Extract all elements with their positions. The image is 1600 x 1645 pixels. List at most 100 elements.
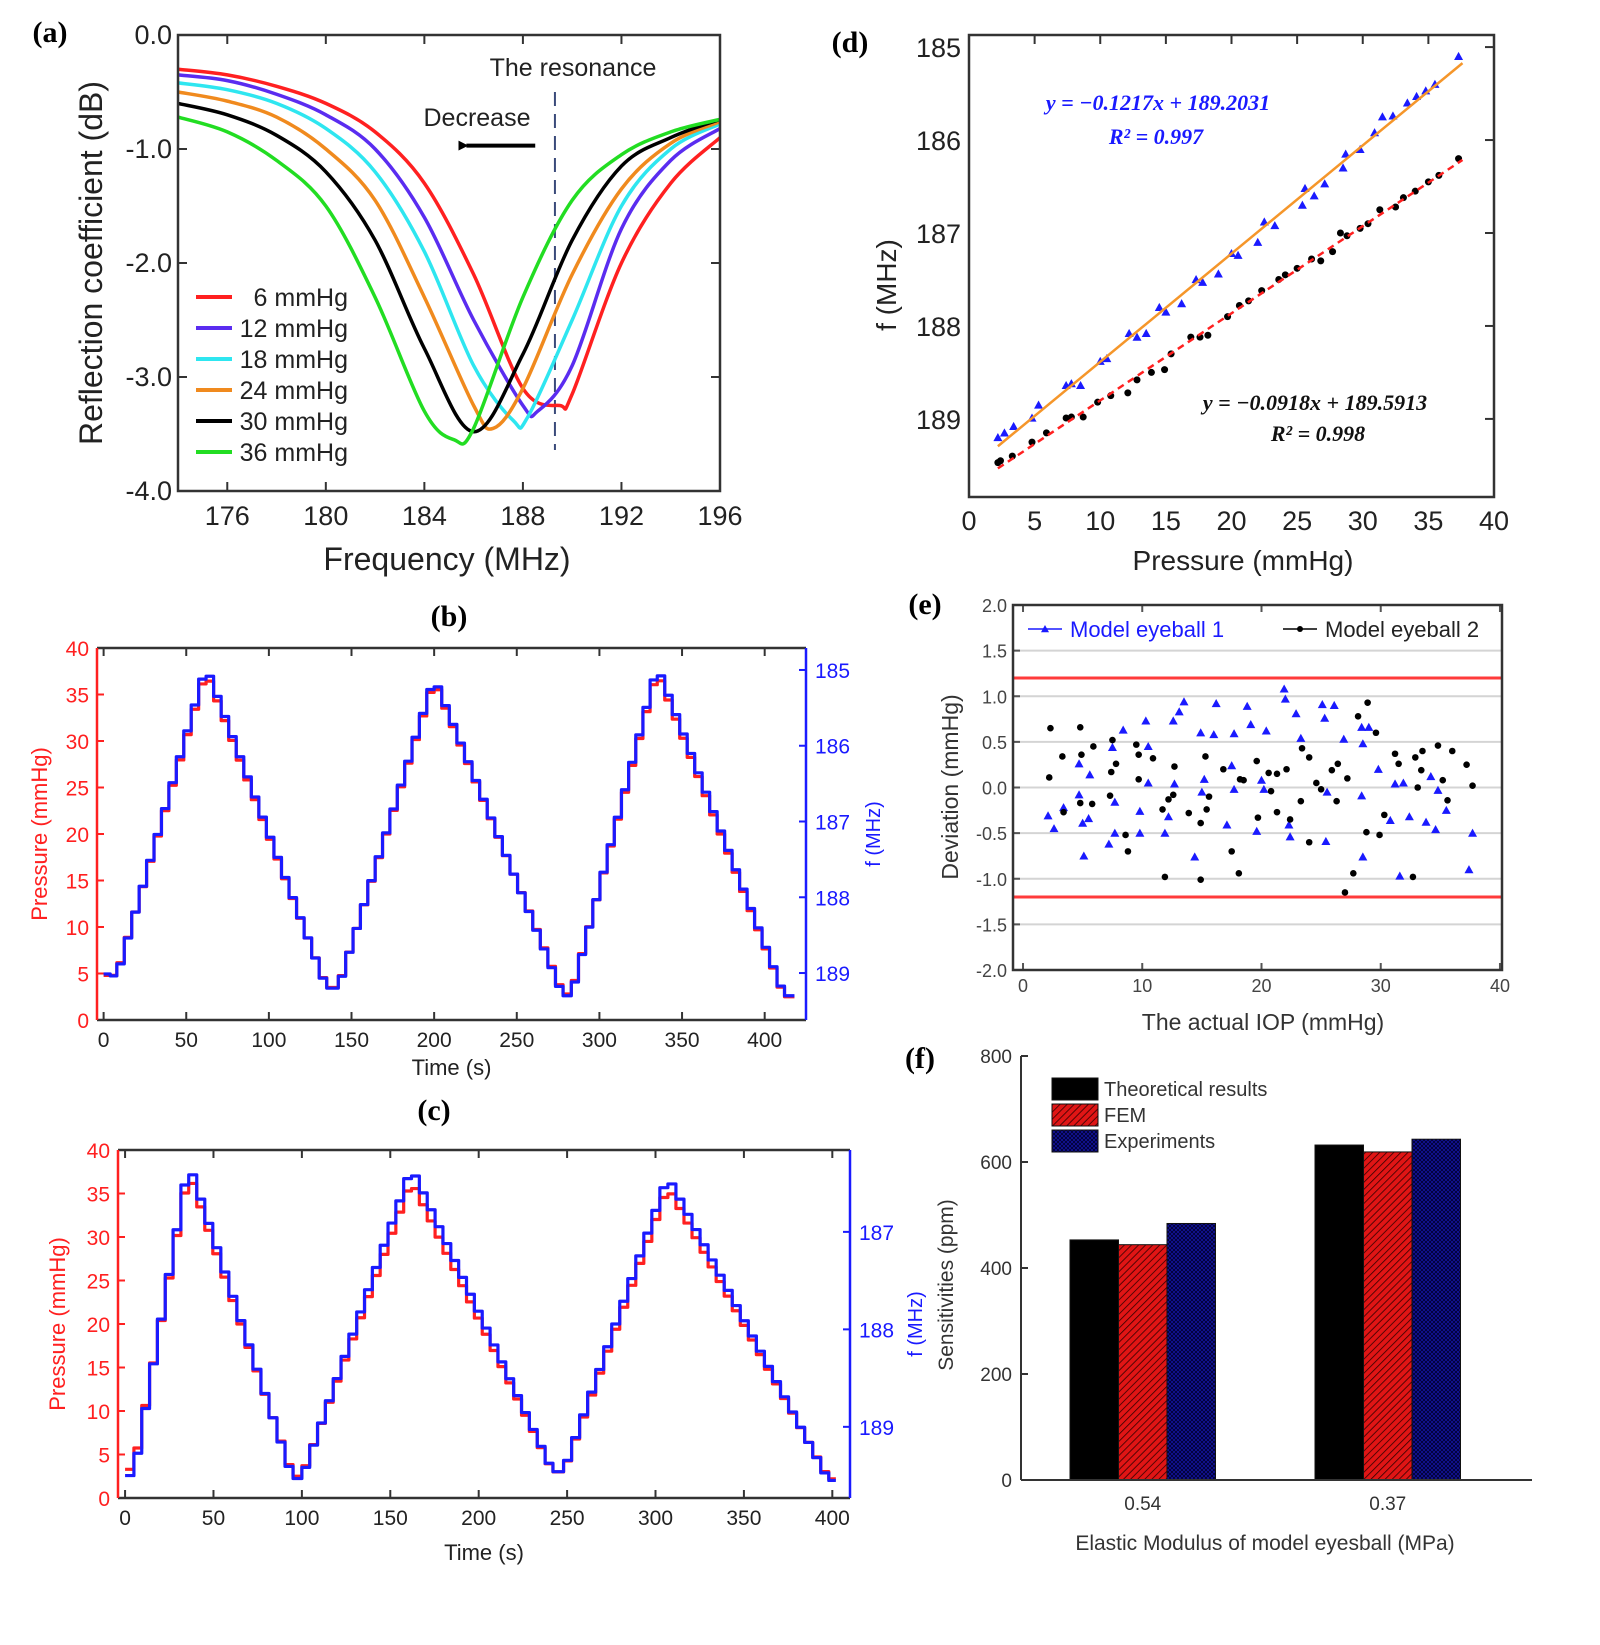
circle-marker [1135,751,1142,758]
y-tick-label: 400 [980,1259,1012,1280]
triangle-marker [1199,774,1209,783]
circle-marker [1395,760,1402,768]
y-tick-label: 0.5 [982,733,1007,753]
x-tick-label: 35 [1413,506,1443,536]
triangle-marker [1161,307,1171,316]
x-tick-label: 0 [1018,976,1028,996]
circle-marker [1132,741,1140,748]
triangle-marker [1059,803,1069,812]
series-line [125,1181,836,1481]
triangle-marker [1213,269,1223,278]
legend-label: 30 mmHg [240,408,348,436]
circle-marker [1313,779,1320,787]
triangle-marker [1253,237,1263,246]
panel-f: 0 200 400 600 800 0.54 0.37 Theoretical results… [935,1047,1532,1555]
x-axis-label: Frequency (MHz) [323,541,570,577]
y-tick-label: -3.0 [125,362,172,392]
triangle-marker [1233,250,1243,259]
circle-marker [1434,742,1442,749]
y-tick-label: 185 [916,33,961,63]
x-tick-label: 40 [1490,976,1510,996]
panel-c: 0 50 100 150 200 250 300 350 400 0 5 10 15 20 25 30 35 40… [45,1140,927,1565]
triangle-marker [1190,852,1200,861]
triangle-marker [1364,722,1374,731]
circle-marker [1412,754,1419,761]
x-tick-label: 250 [550,1507,585,1530]
plot-frame [176,33,722,493]
circle-marker [1185,809,1193,817]
triangle-marker [1034,400,1044,409]
triangle-marker [1085,770,1095,779]
triangle-marker [1338,163,1348,172]
x-tick-label: 100 [251,1029,286,1052]
circle-marker [1107,768,1115,776]
circle-marker [1112,760,1120,768]
x-tick-label: 400 [747,1029,782,1052]
triangle-marker [1177,299,1187,308]
circle-marker [1045,774,1053,781]
circle-marker [1254,814,1262,821]
x-tick-label: 100 [284,1507,319,1530]
triangle-marker [1079,851,1089,860]
circle-marker [1298,744,1306,752]
circle-marker [1376,206,1384,214]
circle-marker [1205,793,1213,800]
panel-letter: (b) [431,600,468,633]
triangle-marker [1377,112,1387,121]
y-axis-label: Pressure (mmHg) [27,747,52,921]
circle-marker [1392,203,1400,211]
circle-marker [1220,765,1227,773]
series-line [177,115,721,446]
triangle-marker [1357,722,1367,731]
circle-marker [1344,775,1351,782]
y-tick-label: -4.0 [125,476,172,506]
triangle-marker [1270,221,1280,230]
triangle-marker [1043,811,1053,820]
triangle-marker [1468,828,1478,837]
triangle-marker [1358,739,1368,748]
y-tick-label: 187 [916,219,961,249]
triangle-marker [1179,697,1189,706]
y-tick-label: 20 [66,824,89,847]
circle-marker [1273,808,1281,816]
panel-letter: (c) [417,1094,450,1127]
circle-marker [1273,770,1281,778]
x-tick-label: 40 [1479,506,1509,536]
x-tick-label: 0 [119,1507,131,1530]
circle-marker [1448,747,1456,755]
circle-marker [1079,413,1087,421]
y-tick-label: -2.0 [125,248,172,278]
triangle-marker [1329,700,1339,709]
triangle-marker [1280,694,1290,703]
y-tick-label: -2.0 [976,961,1007,981]
y-tick-label: 0 [98,1488,110,1511]
legend-swatch [1051,1129,1099,1153]
circle-marker [1171,763,1178,770]
circle-marker [1341,889,1349,896]
series-line [177,90,721,431]
circle-marker [1317,257,1325,265]
y2-tick-label: 189 [815,963,850,986]
triangle-marker [1174,707,1184,716]
x-tick-label: 30 [1348,506,1378,536]
circle-marker [1090,743,1097,750]
circle-marker [1008,452,1016,460]
triangle-marker [1426,772,1436,781]
bar [1411,1138,1461,1481]
fit-equation: y = −0.0918x + 189.5913 [1200,390,1427,415]
circle-marker [1281,271,1289,279]
x-axis-label: Elastic Modulus of model eyesball (MPa) [1075,1532,1454,1555]
y-tick-label: 2.0 [982,596,1007,616]
x-tick-label: 200 [461,1507,496,1530]
triangle-marker [1078,818,1088,827]
legend-label: 12 mmHg [240,315,348,343]
y-tick-label: 10 [87,1401,110,1424]
triangle-marker [1441,805,1451,814]
legend-label: 18 mmHg [240,346,348,374]
circle-marker [1267,787,1275,795]
y-tick-label: 0 [1001,1471,1012,1492]
triangle-marker [1196,728,1206,737]
triangle-marker [1154,302,1164,311]
triangle-marker [1404,812,1414,821]
